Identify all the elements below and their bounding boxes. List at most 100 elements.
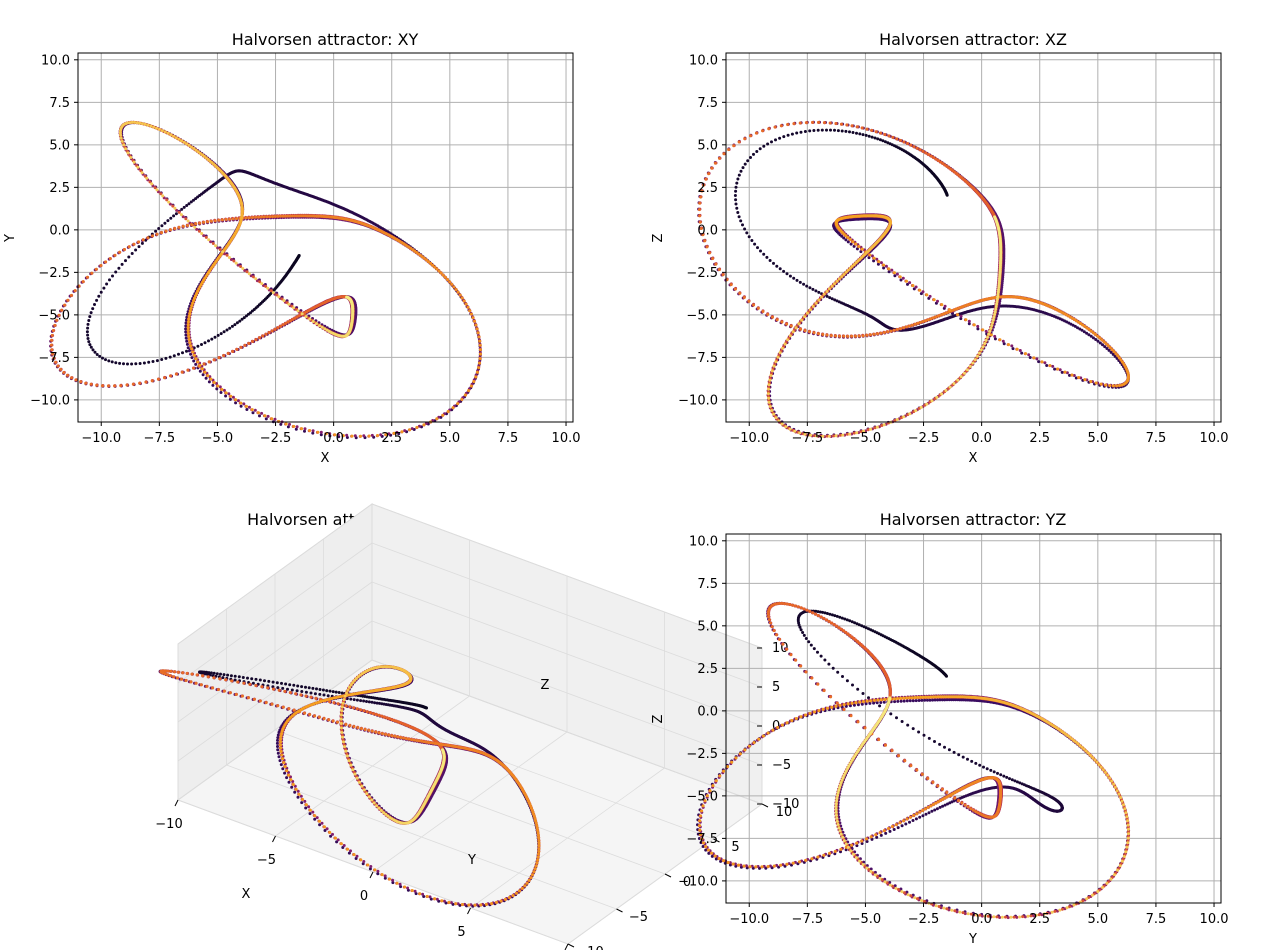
data-point xyxy=(998,338,1002,342)
data-point xyxy=(232,259,236,263)
data-point xyxy=(753,242,757,246)
data-point xyxy=(59,367,63,371)
data-point xyxy=(203,370,207,374)
data-point xyxy=(164,356,168,360)
data-point xyxy=(161,194,165,198)
data-point xyxy=(192,353,196,357)
data-point xyxy=(472,380,476,383)
data-point xyxy=(734,198,738,202)
data-point xyxy=(943,304,947,308)
data-point xyxy=(477,366,481,370)
data-point xyxy=(878,138,882,142)
data-point xyxy=(814,289,818,293)
data-point xyxy=(214,244,218,248)
data-point xyxy=(737,140,741,144)
data-point xyxy=(850,124,854,128)
data-point xyxy=(258,414,261,418)
data-point xyxy=(879,261,883,265)
data-point xyxy=(209,377,213,381)
data-point xyxy=(188,341,192,345)
data-point xyxy=(186,326,190,330)
data-point xyxy=(328,432,332,436)
data-point xyxy=(475,370,479,374)
data-point xyxy=(993,334,997,338)
data-point xyxy=(919,320,923,324)
data-point xyxy=(735,181,739,185)
data-point xyxy=(311,429,315,433)
data-point xyxy=(403,429,407,433)
data-point xyxy=(750,239,754,242)
data-point xyxy=(73,289,77,293)
data-point xyxy=(463,393,467,397)
data-point xyxy=(387,432,391,436)
data-point xyxy=(175,208,179,212)
data-point xyxy=(249,274,253,278)
data-point xyxy=(1070,373,1074,377)
data-point xyxy=(190,356,194,360)
data-point xyxy=(468,309,472,313)
panel-xy-points xyxy=(49,120,482,440)
data-point xyxy=(236,399,240,403)
data-point xyxy=(1024,352,1028,356)
data-point xyxy=(174,136,178,140)
data-point xyxy=(177,137,181,141)
data-point xyxy=(273,327,277,331)
data-point xyxy=(887,267,891,271)
data-point xyxy=(215,387,219,391)
data-point xyxy=(254,277,258,281)
data-point xyxy=(84,381,88,385)
data-point xyxy=(300,312,304,316)
data-point xyxy=(782,135,786,139)
data-point xyxy=(136,165,140,169)
data-point xyxy=(186,219,190,223)
data-point xyxy=(315,322,318,326)
data-point xyxy=(817,120,820,124)
data-point xyxy=(867,256,871,260)
data-point xyxy=(1015,347,1019,351)
data-point xyxy=(879,331,883,335)
data-point xyxy=(222,388,226,392)
data-point xyxy=(124,147,128,151)
data-point xyxy=(805,284,809,288)
data-point xyxy=(758,147,762,151)
data-point xyxy=(422,423,426,427)
data-point xyxy=(189,200,193,204)
data-point xyxy=(231,217,235,221)
data-point xyxy=(443,275,447,279)
data-point xyxy=(964,318,968,322)
data-point xyxy=(186,323,190,327)
data-point xyxy=(187,317,191,321)
data-point xyxy=(316,430,320,434)
data-point xyxy=(222,330,226,334)
data-point xyxy=(803,329,807,333)
data-point xyxy=(770,140,773,144)
data-point xyxy=(194,362,198,366)
data-point xyxy=(240,317,244,321)
data-point xyxy=(1060,370,1064,374)
data-point xyxy=(210,337,214,341)
data-point xyxy=(239,345,243,349)
y-tick-label: 0.0 xyxy=(49,223,70,238)
data-point xyxy=(101,356,104,360)
data-point xyxy=(887,270,891,274)
data-point xyxy=(736,211,740,214)
data-point xyxy=(861,133,865,137)
data-point xyxy=(746,159,750,163)
data-point xyxy=(738,291,742,295)
data-point xyxy=(120,139,124,143)
data-point xyxy=(734,202,738,206)
data-point xyxy=(184,333,188,337)
data-point xyxy=(200,343,203,346)
x-tick-label: 2.5 xyxy=(381,431,402,446)
data-point xyxy=(789,324,793,328)
data-point xyxy=(227,256,231,259)
data-point xyxy=(131,382,135,386)
data-point xyxy=(829,128,832,132)
data-point xyxy=(88,343,92,347)
data-point xyxy=(799,327,803,331)
data-point xyxy=(913,322,917,326)
data-point xyxy=(194,357,198,361)
data-point xyxy=(932,156,936,160)
data-point xyxy=(804,121,808,125)
data-point xyxy=(860,247,864,251)
